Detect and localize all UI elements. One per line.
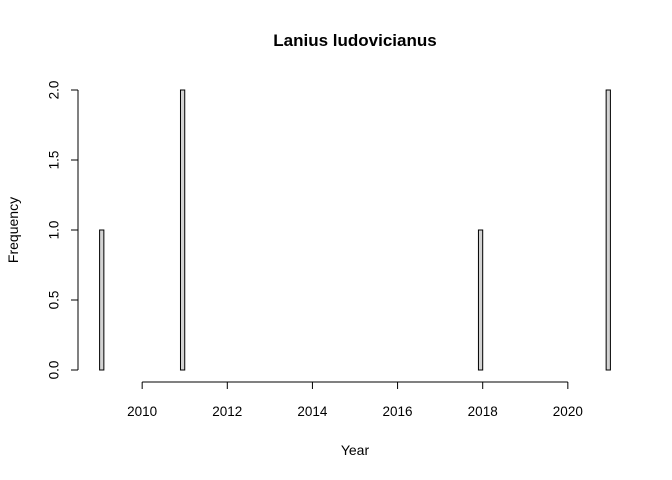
- x-axis: 2010 2012 2014 2016 2018 2020: [127, 381, 583, 419]
- y-axis: 0.0 0.5 1.0 1.5 2.0: [47, 81, 79, 380]
- histogram-bar: [99, 229, 105, 371]
- x-tick-label: 2014: [297, 404, 328, 419]
- y-axis-label: Frequency: [5, 197, 21, 263]
- histogram-bar: [179, 89, 186, 371]
- y-tick-label: 0.0: [47, 361, 62, 380]
- x-tick-label: 2020: [553, 404, 583, 419]
- y-tick-label: 2.0: [47, 81, 62, 100]
- y-tick-label: 1.5: [47, 151, 62, 170]
- x-tick-label: 2012: [212, 404, 242, 419]
- bars-layer: [99, 89, 611, 371]
- histogram-bar: [477, 229, 484, 371]
- histogram-bar: [605, 89, 611, 371]
- x-tick-label: 2010: [127, 404, 157, 419]
- chart-title: Lanius ludovicianus: [273, 31, 436, 50]
- x-tick-label: 2016: [383, 404, 413, 419]
- x-axis-label: Year: [341, 442, 370, 458]
- x-tick-label: 2018: [468, 404, 498, 419]
- y-tick-label: 0.5: [47, 291, 62, 310]
- y-tick-label: 1.0: [47, 221, 62, 240]
